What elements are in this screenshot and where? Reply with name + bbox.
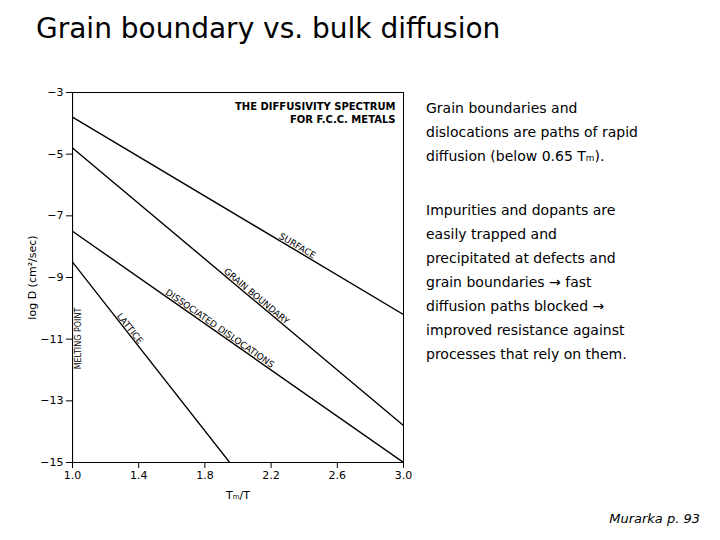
svg-text:−11: −11: [40, 333, 63, 346]
svg-text:−7: −7: [47, 209, 63, 222]
svg-text:3.0: 3.0: [395, 469, 413, 482]
svg-text:1.0: 1.0: [64, 469, 82, 482]
svg-text:2.2: 2.2: [262, 469, 280, 482]
svg-text:1.4: 1.4: [130, 469, 148, 482]
svg-text:−3: −3: [47, 86, 63, 99]
svg-text:GRAIN BOUNDARY: GRAIN BOUNDARY: [222, 266, 291, 327]
svg-text:MELTING POINT: MELTING POINT: [74, 308, 83, 370]
svg-text:Tₘ/T: Tₘ/T: [225, 489, 250, 502]
svg-text:SURFACE: SURFACE: [277, 231, 317, 261]
svg-text:LATTICE: LATTICE: [115, 311, 145, 346]
svg-text:DISSOCIATED DISLOCATIONS: DISSOCIATED DISLOCATIONS: [164, 287, 277, 370]
html-text:Murarka p. 93: Murarka p. 93: [609, 511, 700, 526]
svg-text:−5: −5: [47, 148, 63, 161]
html-text:Grain boundary vs. bulk diffus: Grain boundary vs. bulk diffusion: [36, 12, 501, 45]
svg-text:1.8: 1.8: [196, 469, 214, 482]
svg-text:2.6: 2.6: [329, 469, 347, 482]
html-text:Grain boundaries and dislocati: Grain boundaries and dislocations are pa…: [426, 100, 638, 164]
svg-text:log D (cm²/sec): log D (cm²/sec): [26, 235, 39, 319]
svg-text:THE DIFFUSIVITY SPECTRUMFOR F.: THE DIFFUSIVITY SPECTRUMFOR F.C.C. METAL…: [235, 101, 396, 125]
svg-text:−9: −9: [47, 271, 63, 284]
svg-text:−13: −13: [40, 394, 63, 407]
html-text:Impurities and dopants are eas: Impurities and dopants are easily trappe…: [426, 202, 627, 362]
svg-text:−15: −15: [40, 456, 63, 469]
